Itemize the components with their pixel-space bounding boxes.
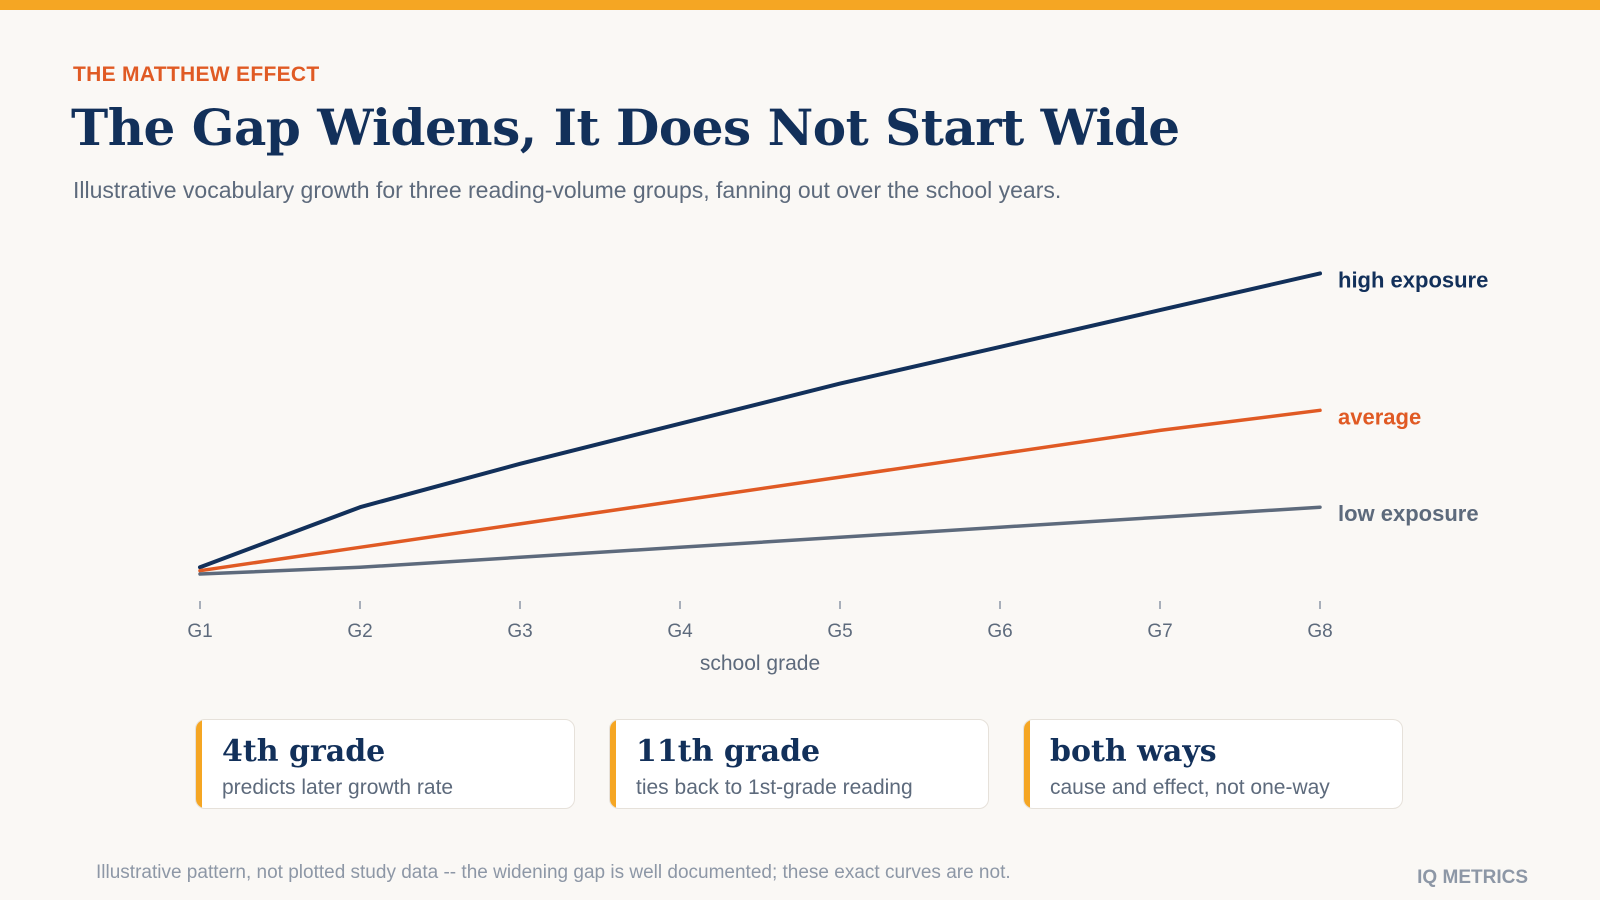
chart-series: high exposure average low exposure [198, 267, 1488, 576]
stat-card-description: cause and effect, not one-way [1050, 776, 1330, 799]
stat-card-title: 11th grade [636, 734, 821, 769]
page-title: The Gap Widens, It Does Not Start Wide [71, 98, 1180, 157]
series-line-3 [198, 505, 1322, 576]
x-axis-title: school grade [700, 652, 820, 675]
card-accent-bar [196, 720, 202, 808]
x-axis-tick-label: G5 [827, 621, 852, 642]
x-axis-tick-label: G1 [187, 621, 212, 642]
x-axis-tick-label: G4 [667, 621, 693, 642]
series-label-2: average [1338, 404, 1421, 429]
brand-logo-text: IQ METRICS [1417, 867, 1528, 888]
x-axis: G1 G2 G3 G4 G5 G6 G7 G8 [187, 601, 1333, 642]
x-axis-tick-label: G2 [347, 621, 372, 642]
x-axis-tick-label: G8 [1307, 621, 1332, 642]
stat-card-title: 4th grade [222, 734, 386, 769]
series-line-2 [198, 408, 1322, 573]
top-accent-bar [0, 0, 1600, 10]
x-axis-tick-label: G6 [987, 621, 1012, 642]
series-line-1 [198, 271, 1322, 570]
card-accent-bar [1024, 720, 1030, 808]
eyebrow-label: THE MATTHEW EFFECT [73, 63, 320, 86]
line-chart: G1 G2 G3 G4 G5 G6 G7 G8 high exposure average low… [187, 267, 1488, 675]
page-subtitle: Illustrative vocabulary growth for three… [73, 177, 1062, 203]
card-accent-bar [610, 720, 616, 808]
stat-card-3: both ways cause and effect, not one-way [1023, 719, 1403, 809]
stat-card-2: 11th grade ties back to 1st-grade readin… [609, 719, 989, 809]
stat-card-1: 4th grade predicts later growth rate [195, 719, 575, 809]
footnote: Illustrative pattern, not plotted study … [96, 862, 1011, 883]
stat-card-description: predicts later growth rate [222, 776, 454, 799]
series-label-3: low exposure [1338, 501, 1479, 526]
x-axis-tick-label: G3 [507, 621, 532, 642]
x-axis-tick-label: G7 [1147, 621, 1172, 642]
series-label-1: high exposure [1338, 267, 1488, 292]
stat-card-description: ties back to 1st-grade reading [636, 776, 913, 799]
stat-card-title: both ways [1050, 734, 1217, 769]
